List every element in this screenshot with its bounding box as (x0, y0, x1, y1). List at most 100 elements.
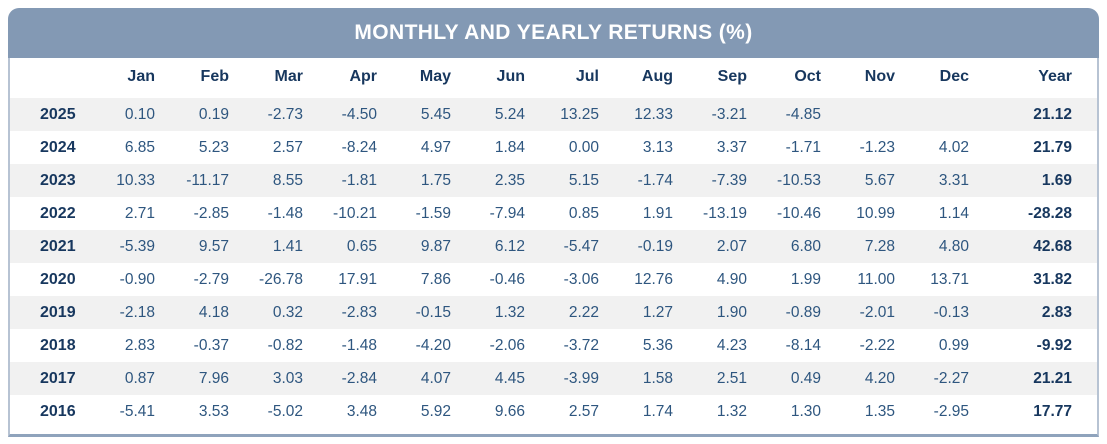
return-cell: -26.78 (259, 270, 303, 288)
return-cell: 1.99 (790, 270, 821, 288)
return-cell: -2.22 (859, 336, 895, 354)
row-year-label: 2016 (40, 402, 76, 420)
year-total-cell: 42.68 (1033, 237, 1072, 255)
year-total-cell: 31.82 (1033, 270, 1072, 288)
return-cell: -8.24 (341, 138, 377, 156)
return-cell: 1.84 (494, 138, 525, 156)
return-cell: 1.32 (494, 303, 525, 321)
return-cell: -4.85 (785, 105, 821, 123)
return-cell: 0.99 (938, 336, 969, 354)
return-cell: -2.73 (267, 105, 303, 123)
return-cell: 1.14 (938, 204, 969, 222)
row-year-label: 2024 (40, 138, 76, 156)
return-cell: -4.20 (415, 336, 451, 354)
return-cell: -1.71 (785, 138, 821, 156)
return-cell: 1.90 (716, 303, 747, 321)
return-cell: -1.48 (267, 204, 303, 222)
return-cell: 3.48 (346, 402, 377, 420)
return-cell: 2.07 (716, 237, 747, 255)
return-cell: 9.87 (420, 237, 451, 255)
return-cell: -5.41 (119, 402, 155, 420)
return-cell: 12.76 (634, 270, 673, 288)
return-cell: 2.22 (568, 303, 599, 321)
return-cell: 0.49 (790, 369, 821, 387)
return-cell: 0.00 (568, 138, 599, 156)
row-year-label: 2023 (40, 171, 76, 189)
return-cell: -7.39 (711, 171, 747, 189)
return-cell: -2.83 (341, 303, 377, 321)
table-title-bar: MONTHLY AND YEARLY RETURNS (%) (8, 8, 1099, 58)
return-cell: -0.15 (415, 303, 451, 321)
return-cell: -3.06 (563, 270, 599, 288)
return-cell: -1.81 (341, 171, 377, 189)
year-total-cell: 2.83 (1041, 303, 1072, 321)
year-total-cell: 21.79 (1033, 138, 1072, 156)
table-row: 2022 2.71 -2.85 -1.48 -10.21 -1.59 -7.94 0.85 1.… (10, 197, 1097, 230)
returns-table-container: Jan Feb Mar Apr May Jun Jul Aug Sep Oct Nov Dec Year… (8, 58, 1099, 437)
return-cell: 1.74 (642, 402, 673, 420)
table-row: 2025 0.10 0.19 -2.73 -4.50 5.45 5.24 13.25 12.33… (10, 98, 1097, 131)
return-cell: -4.50 (341, 105, 377, 123)
year-total-cell: 17.77 (1033, 402, 1072, 420)
table-row: 2016 -5.41 3.53 -5.02 3.48 5.92 9.66 2.57 1.74 1.… (10, 395, 1097, 428)
year-total-cell: 1.69 (1041, 171, 1072, 189)
return-cell (908, 98, 982, 131)
return-cell: -0.46 (489, 270, 525, 288)
return-cell: 4.23 (716, 336, 747, 354)
return-cell: 2.71 (124, 204, 155, 222)
return-cell: -0.37 (193, 336, 229, 354)
return-cell: -1.74 (637, 171, 673, 189)
return-cell: 2.57 (272, 138, 303, 156)
return-cell: 4.20 (864, 369, 895, 387)
return-cell: 0.10 (124, 105, 155, 123)
return-cell: -10.53 (777, 171, 821, 189)
table-row: 2020 -0.90 -2.79 -26.78 17.91 7.86 -0.46 -3.06 1… (10, 263, 1097, 296)
return-cell: 1.30 (790, 402, 821, 420)
return-cell: 7.28 (864, 237, 895, 255)
table-row: 2023 10.33 -11.17 8.55 -1.81 1.75 2.35 5.15 -1.7… (10, 164, 1097, 197)
return-cell: 4.90 (716, 270, 747, 288)
month-column-header: Sep (717, 68, 747, 85)
return-cell: -5.47 (563, 237, 599, 255)
return-cell: -8.14 (785, 336, 821, 354)
row-year-label: 2020 (40, 270, 76, 288)
return-cell: 4.18 (198, 303, 229, 321)
return-cell: -0.89 (785, 303, 821, 321)
return-cell: -1.59 (415, 204, 451, 222)
return-cell: 4.97 (420, 138, 451, 156)
return-cell: 1.35 (864, 402, 895, 420)
return-cell: 3.53 (198, 402, 229, 420)
corner-header (10, 58, 94, 98)
return-cell: 2.83 (124, 336, 155, 354)
return-cell: 2.35 (494, 171, 525, 189)
return-cell: 4.80 (938, 237, 969, 255)
return-cell: 6.85 (124, 138, 155, 156)
table-title: MONTHLY AND YEARLY RETURNS (%) (354, 21, 753, 44)
return-cell: -10.21 (333, 204, 377, 222)
return-cell: 5.23 (198, 138, 229, 156)
month-column-header: Mar (274, 68, 303, 85)
return-cell: -1.48 (341, 336, 377, 354)
return-cell: 4.02 (938, 138, 969, 156)
return-cell: 9.66 (494, 402, 525, 420)
month-column-header: Jan (127, 68, 155, 85)
month-column-header: Dec (939, 68, 969, 85)
return-cell: 9.57 (198, 237, 229, 255)
return-cell: 10.33 (116, 171, 155, 189)
return-cell: 1.75 (420, 171, 451, 189)
return-cell: 1.58 (642, 369, 673, 387)
year-column-header: Year (1038, 68, 1072, 85)
row-year-label: 2021 (40, 237, 76, 255)
month-column-header: Apr (349, 68, 377, 85)
table-row: 2021 -5.39 9.57 1.41 0.65 9.87 6.12 -5.47 -0.19 2… (10, 230, 1097, 263)
month-column-header: Feb (200, 68, 229, 85)
return-cell: 5.24 (494, 105, 525, 123)
return-cell: -5.02 (267, 402, 303, 420)
year-total-cell: 21.12 (1033, 105, 1072, 123)
return-cell: 0.85 (568, 204, 599, 222)
row-year-label: 2017 (40, 369, 76, 387)
return-cell: -2.95 (933, 402, 969, 420)
return-cell: -13.19 (703, 204, 747, 222)
return-cell: 5.92 (420, 402, 451, 420)
return-cell: -10.46 (777, 204, 821, 222)
